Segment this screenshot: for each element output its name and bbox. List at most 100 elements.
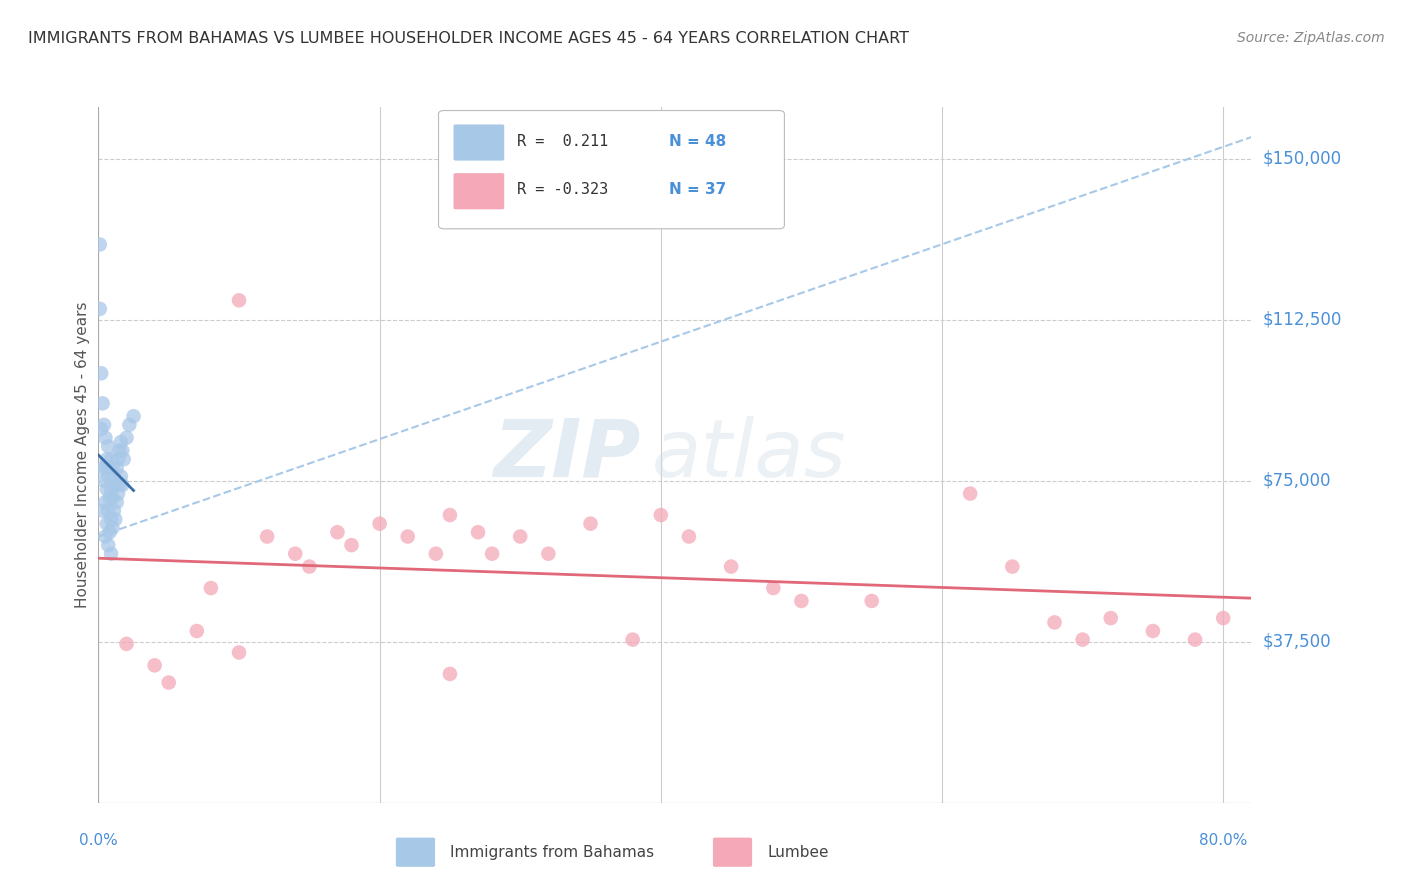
- Point: [368, 516, 391, 531]
- Point: [105, 460, 128, 475]
- Point: [115, 431, 138, 445]
- Point: [1001, 559, 1024, 574]
- Point: [94, 431, 117, 445]
- Point: [1099, 611, 1122, 625]
- Point: [537, 547, 560, 561]
- Point: [101, 521, 124, 535]
- Point: [104, 478, 127, 492]
- Point: [1043, 615, 1066, 630]
- FancyBboxPatch shape: [454, 173, 505, 210]
- Point: [100, 483, 122, 497]
- Point: [100, 547, 122, 561]
- Text: N = 37: N = 37: [669, 182, 727, 196]
- Point: [89, 237, 111, 252]
- Point: [790, 594, 813, 608]
- Point: [110, 435, 132, 450]
- Point: [91, 504, 114, 518]
- Point: [107, 486, 129, 500]
- Point: [98, 491, 121, 505]
- Point: [93, 417, 115, 432]
- Point: [200, 581, 222, 595]
- Point: [1212, 611, 1234, 625]
- Text: R = -0.323: R = -0.323: [517, 182, 609, 196]
- Point: [104, 512, 127, 526]
- Text: atlas: atlas: [652, 416, 846, 494]
- Point: [425, 547, 447, 561]
- Point: [97, 469, 120, 483]
- Point: [110, 469, 132, 483]
- Point: [91, 460, 114, 475]
- Point: [94, 460, 117, 475]
- FancyBboxPatch shape: [454, 124, 505, 161]
- Point: [186, 624, 208, 638]
- Point: [959, 486, 981, 500]
- Point: [115, 637, 138, 651]
- FancyBboxPatch shape: [396, 838, 434, 867]
- Point: [93, 474, 115, 488]
- Point: [326, 525, 349, 540]
- Point: [228, 645, 250, 659]
- Point: [94, 529, 117, 543]
- Point: [98, 525, 121, 540]
- Point: [1071, 632, 1094, 647]
- Point: [284, 547, 307, 561]
- Point: [108, 478, 131, 492]
- Point: [103, 469, 125, 483]
- FancyBboxPatch shape: [713, 838, 752, 867]
- Point: [157, 675, 180, 690]
- Point: [579, 516, 602, 531]
- Text: ZIP: ZIP: [494, 416, 640, 494]
- Point: [439, 667, 461, 681]
- Point: [111, 478, 134, 492]
- Point: [112, 452, 135, 467]
- Point: [101, 491, 124, 505]
- FancyBboxPatch shape: [439, 111, 785, 229]
- Point: [108, 443, 131, 458]
- Point: [90, 422, 112, 436]
- Point: [107, 452, 129, 467]
- Point: [298, 559, 321, 574]
- Point: [98, 460, 121, 475]
- Point: [228, 293, 250, 308]
- Point: [97, 504, 120, 518]
- Point: [100, 452, 122, 467]
- Point: [97, 538, 120, 552]
- Point: [509, 529, 531, 543]
- Point: [90, 367, 112, 381]
- Text: $75,000: $75,000: [1263, 472, 1331, 490]
- Text: $112,500: $112,500: [1263, 310, 1341, 328]
- Point: [481, 547, 503, 561]
- Text: Lumbee: Lumbee: [768, 845, 828, 860]
- Text: N = 48: N = 48: [669, 135, 727, 149]
- Point: [650, 508, 672, 522]
- Text: $37,500: $37,500: [1263, 632, 1331, 651]
- Point: [111, 443, 134, 458]
- Point: [762, 581, 785, 595]
- Point: [439, 508, 461, 522]
- Point: [1184, 632, 1206, 647]
- Text: Source: ZipAtlas.com: Source: ZipAtlas.com: [1237, 31, 1385, 45]
- Point: [91, 396, 114, 410]
- Point: [143, 658, 166, 673]
- Text: IMMIGRANTS FROM BAHAMAS VS LUMBEE HOUSEHOLDER INCOME AGES 45 - 64 YEARS CORRELAT: IMMIGRANTS FROM BAHAMAS VS LUMBEE HOUSEH…: [28, 31, 910, 46]
- Text: 80.0%: 80.0%: [1199, 833, 1247, 848]
- Point: [94, 495, 117, 509]
- Point: [96, 516, 118, 531]
- Point: [720, 559, 742, 574]
- Point: [118, 417, 141, 432]
- Text: 0.0%: 0.0%: [79, 833, 118, 848]
- Point: [396, 529, 419, 543]
- Point: [621, 632, 644, 647]
- Point: [256, 529, 278, 543]
- Point: [340, 538, 363, 552]
- Point: [467, 525, 489, 540]
- Point: [860, 594, 883, 608]
- Text: $150,000: $150,000: [1263, 150, 1341, 168]
- Y-axis label: Householder Income Ages 45 - 64 years: Householder Income Ages 45 - 64 years: [75, 301, 90, 608]
- Point: [100, 512, 122, 526]
- Point: [1142, 624, 1164, 638]
- Point: [97, 439, 120, 453]
- Point: [89, 301, 111, 316]
- Point: [96, 483, 118, 497]
- Point: [122, 409, 145, 424]
